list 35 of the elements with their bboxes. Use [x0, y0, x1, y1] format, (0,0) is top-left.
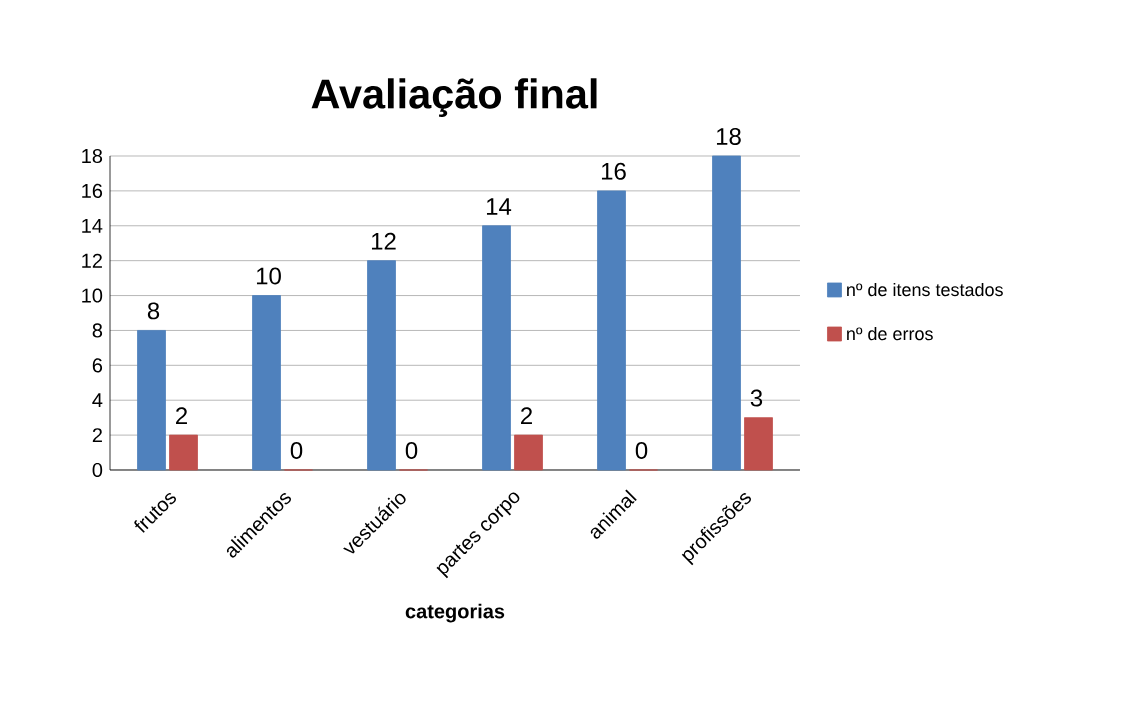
data-label: 2	[521, 407, 532, 425]
data-label: 0	[635, 441, 648, 459]
y-tick-label: 18	[82, 148, 103, 164]
chart-title: Avaliação final	[311, 78, 597, 117]
legend-label: nº de itens testados	[847, 282, 1003, 297]
data-label: 14	[486, 198, 512, 215]
bar	[137, 330, 166, 471]
bar	[597, 190, 626, 471]
y-tick-label: 12	[82, 253, 102, 268]
y-tick-label: 16	[82, 183, 103, 198]
data-label: 2	[176, 407, 187, 425]
bar	[712, 155, 741, 471]
bar	[514, 434, 543, 471]
legend-label: nº de erros	[847, 326, 933, 341]
y-tick-label: 10	[82, 288, 103, 303]
bar	[367, 260, 396, 471]
data-label: 8	[147, 302, 160, 320]
data-label: 18	[716, 127, 741, 145]
data-label: 0	[405, 441, 418, 459]
data-label: 10	[256, 267, 281, 285]
y-tick-label: 8	[92, 323, 103, 338]
bar	[744, 417, 773, 471]
bar	[169, 434, 198, 471]
data-label: 16	[601, 162, 626, 180]
data-label: 3	[750, 389, 763, 407]
y-tick-label: 4	[92, 393, 103, 408]
bar	[482, 225, 511, 471]
data-label: 0	[290, 441, 303, 459]
data-label: 12	[371, 232, 396, 250]
bar	[252, 295, 281, 471]
y-tick-label: 14	[82, 218, 103, 233]
y-tick-label: 0	[92, 462, 103, 478]
x-axis-title: categorias	[405, 603, 505, 623]
y-tick-label: 6	[92, 358, 103, 373]
y-tick-label: 2	[92, 428, 102, 443]
